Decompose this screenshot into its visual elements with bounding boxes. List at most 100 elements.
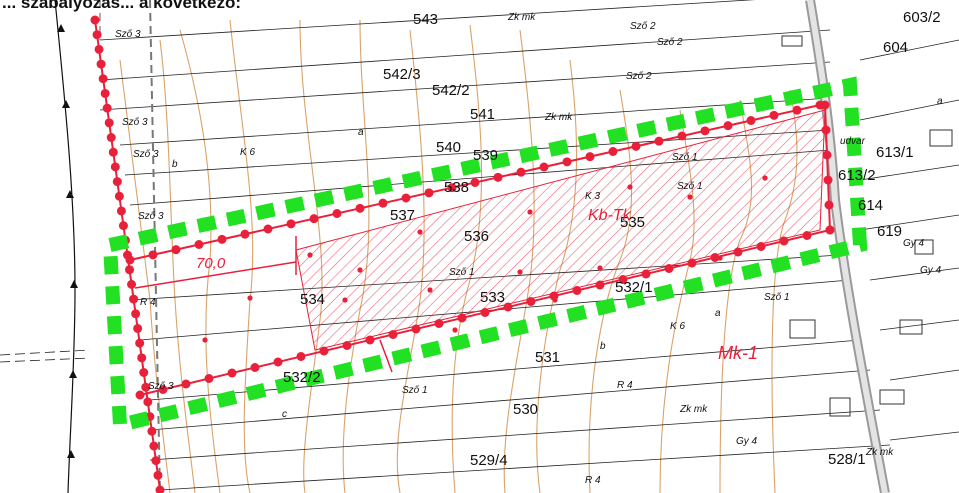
- parcel-530: 530: [513, 401, 539, 418]
- regulation-dot: [769, 110, 779, 120]
- parcel-531: 531: [535, 349, 561, 366]
- regulation-dot: [470, 178, 480, 187]
- regulation-dot: [378, 198, 388, 208]
- landuse-r4: R 4: [617, 380, 633, 391]
- regulation-dot: [802, 231, 812, 240]
- parcel-538: 538: [444, 179, 470, 196]
- height-star: [717, 255, 723, 261]
- regulation-dot: [332, 209, 342, 218]
- height-star: [517, 269, 523, 275]
- parcel-528-1: 528/1: [828, 451, 866, 468]
- regulation-dot: [824, 200, 834, 210]
- landuse-zkmk: Zk mk: [680, 404, 708, 415]
- height-star: [762, 175, 768, 181]
- landuse-r4: R 4: [585, 475, 601, 486]
- zone-label-kb-tk: Kb-Tk: [588, 207, 631, 224]
- height-star: [247, 295, 253, 301]
- parcel-543: 543: [413, 11, 439, 28]
- parcel-535: 535: [620, 214, 646, 231]
- regulation-dot: [365, 335, 375, 345]
- landuse-szo3: Sző 3: [148, 381, 174, 392]
- parcel-533: 533: [480, 289, 506, 306]
- regulation-dot: [240, 229, 250, 239]
- regulation-dot: [181, 379, 191, 389]
- regulation-dot: [139, 368, 149, 377]
- parcel-542-3: 542/3: [383, 66, 421, 83]
- regulation-dot: [250, 363, 260, 372]
- landuse-k3: K 3: [585, 191, 601, 202]
- regulation-dot: [572, 286, 582, 295]
- regulation-dot: [821, 125, 831, 135]
- landuse-szo2: Sző 2: [630, 21, 656, 32]
- parcel-529-4: 529/4: [470, 452, 508, 469]
- regulation-dot: [723, 121, 733, 131]
- regulation-dot: [118, 221, 128, 231]
- regulation-dot: [135, 390, 145, 400]
- regulation-dot: [746, 116, 756, 125]
- header-text: ... szabályozás... a következő:: [2, 0, 242, 12]
- height-star: [417, 229, 423, 235]
- parcel-619: 619: [877, 223, 903, 240]
- regulation-dot: [733, 247, 743, 257]
- regulation-line: [90, 15, 835, 493]
- parcel-542-2: 542/2: [432, 82, 470, 99]
- landuse-zkmk: Zk mk: [866, 447, 894, 458]
- height-star: [597, 265, 603, 271]
- landuse-szo3: Sző 3: [138, 211, 164, 222]
- regulation-dot: [116, 206, 126, 216]
- arrow-markers: [57, 24, 78, 458]
- height-star: [627, 184, 633, 190]
- regulation-dot: [110, 162, 120, 172]
- regulation-dot: [155, 485, 165, 493]
- regulation-dot: [141, 382, 151, 392]
- landuse-a: a: [358, 127, 364, 138]
- regulation-dot: [526, 297, 536, 306]
- regulation-dot: [227, 368, 237, 378]
- height-star: [357, 267, 363, 273]
- regulation-dot: [792, 105, 802, 115]
- regulation-dot: [286, 219, 296, 229]
- regulation-dot: [539, 162, 549, 172]
- landuse-gy4: Gy 4: [920, 265, 942, 276]
- parcel-534: 534: [300, 291, 326, 308]
- landuse-k6: K 6: [670, 321, 686, 332]
- regulation-dot: [585, 152, 595, 162]
- parcel-541: 541: [470, 106, 496, 123]
- height-star: [342, 297, 348, 303]
- parcel-532-1: 532/1: [615, 279, 653, 296]
- height-star: [452, 327, 458, 333]
- height-star: [202, 337, 208, 343]
- regulation-dot: [424, 188, 434, 198]
- regulation-dot: [127, 279, 137, 289]
- regulation-dot: [822, 150, 832, 160]
- regulation-dot: [677, 131, 687, 141]
- regulation-dot: [503, 302, 513, 312]
- regulation-dot: [102, 103, 112, 113]
- regulation-dot: [411, 324, 421, 334]
- dimension-line: [134, 236, 393, 373]
- regulation-dot: [96, 59, 106, 69]
- landuse-a: a: [937, 96, 943, 107]
- regulation-dot: [158, 385, 168, 394]
- regulation-dot: [319, 346, 329, 356]
- regulation-dot: [148, 250, 158, 260]
- regulation-dot: [355, 203, 365, 213]
- regulation-dot: [263, 224, 273, 234]
- parcel-537: 537: [390, 207, 416, 224]
- regulation-dot: [434, 319, 444, 328]
- regulation-dot: [654, 136, 664, 146]
- regulation-dot: [114, 191, 124, 201]
- regulation-dot: [90, 15, 100, 25]
- parcel-536: 536: [464, 228, 490, 245]
- regulation-dot: [562, 157, 572, 167]
- height-marks: [202, 175, 768, 343]
- landuse-b: b: [172, 159, 178, 170]
- regulation-dot: [457, 313, 467, 323]
- regulation-dot: [98, 74, 108, 84]
- landuse-b: b: [600, 341, 606, 352]
- parcel-603-2: 603/2: [903, 9, 941, 26]
- regulation-dot: [687, 258, 697, 268]
- regulation-dot: [153, 470, 163, 480]
